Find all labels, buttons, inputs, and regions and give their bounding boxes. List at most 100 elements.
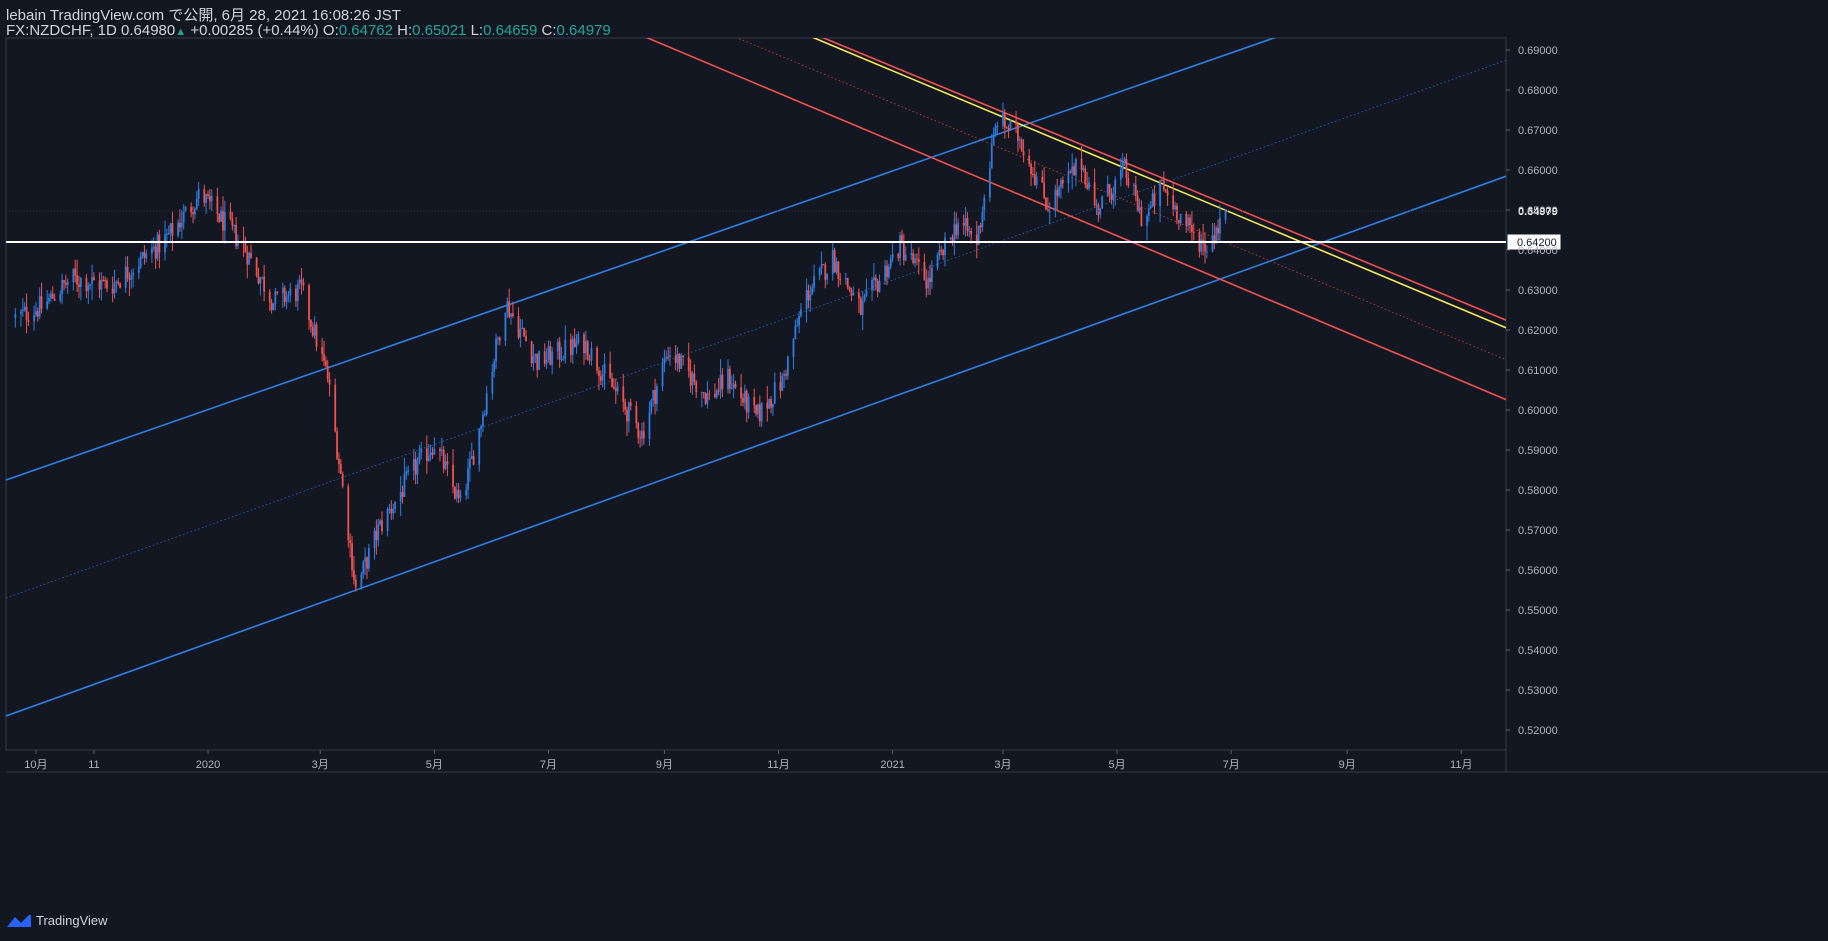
candle-body [1200, 239, 1203, 252]
candle-body [798, 315, 800, 326]
candle-body [1069, 171, 1072, 173]
candle [222, 196, 224, 242]
candle [1114, 176, 1117, 206]
candle-body [207, 194, 209, 196]
candle [392, 503, 395, 520]
footer-brand[interactable]: TradingView [6, 913, 108, 928]
candle-body [938, 249, 941, 256]
candle [311, 322, 314, 338]
candle-body [1147, 208, 1150, 217]
candle [641, 422, 643, 447]
time-tick-label: 3月 [312, 759, 329, 771]
candle-body [642, 431, 645, 439]
candle [353, 556, 355, 585]
candle [367, 543, 370, 572]
candle-body [704, 392, 707, 404]
candle [1190, 210, 1193, 244]
candle-body [141, 252, 144, 256]
candle-body [781, 375, 784, 391]
candle-body [730, 388, 733, 390]
red-channel-mid [736, 38, 1506, 361]
candle-body [1172, 195, 1175, 210]
candle-body [747, 397, 750, 413]
candle-body [401, 492, 404, 497]
candle [874, 274, 877, 291]
candle [538, 350, 540, 371]
candle-body [811, 287, 814, 295]
candle [1136, 190, 1139, 213]
candle [910, 240, 913, 261]
candle-body [1202, 239, 1205, 242]
candle-body [599, 376, 602, 381]
candle [308, 283, 310, 330]
candle [1022, 139, 1025, 163]
candle-body [1028, 155, 1031, 164]
candle [1185, 211, 1188, 233]
candle [164, 220, 166, 261]
candle-body [1043, 182, 1046, 199]
candle [1041, 170, 1044, 183]
candle-body [783, 374, 786, 376]
candle-body [858, 292, 860, 299]
candle-body [588, 359, 591, 361]
candle-body [341, 473, 344, 487]
candle [1061, 176, 1064, 189]
candle [296, 279, 299, 311]
candle [336, 427, 338, 461]
candle-body [994, 126, 997, 135]
candle [171, 211, 174, 251]
candle [927, 270, 930, 295]
candle [289, 282, 292, 303]
candle [648, 401, 651, 446]
candle-body [770, 399, 772, 408]
price-tick-label: 0.56000 [1518, 565, 1558, 577]
candle-body [433, 448, 436, 455]
candle-body [663, 358, 666, 364]
candle-body [1017, 124, 1019, 141]
candle-body [143, 252, 146, 259]
candle [328, 372, 331, 397]
open-value: 0.64762 [338, 22, 393, 39]
candle [521, 319, 524, 330]
symbol-info: FX:NZDCHF, 1D 0.64980▲ +0.00285 (+0.44%)… [6, 22, 611, 39]
candle [966, 211, 969, 237]
candle-body [33, 315, 35, 322]
candle [364, 547, 367, 576]
candle-body [63, 280, 65, 283]
candle-body [1192, 231, 1195, 233]
candle [886, 260, 888, 285]
candle-body [891, 254, 894, 259]
candle [1198, 228, 1201, 258]
candle-body [966, 218, 969, 232]
candle-body [1140, 207, 1143, 227]
candle [1097, 202, 1100, 222]
candle [772, 403, 774, 417]
candle-body [72, 268, 75, 283]
candle-body [465, 489, 468, 496]
candle [562, 355, 565, 361]
candle-body [164, 234, 166, 253]
candle [1002, 102, 1004, 130]
close-value: 0.64979 [556, 22, 611, 39]
candle [229, 202, 232, 221]
candle-body [23, 306, 26, 310]
candle [994, 123, 997, 137]
candle-body [276, 291, 279, 294]
candle-body [1035, 176, 1038, 186]
candle [444, 454, 447, 471]
candle [996, 121, 999, 135]
candle [233, 224, 236, 234]
candle [261, 276, 264, 280]
candle [596, 346, 598, 375]
candle [1146, 213, 1148, 241]
yellow-trendline [812, 38, 1506, 329]
candle [968, 225, 971, 238]
candle-body [530, 341, 533, 364]
candle-body [311, 326, 314, 336]
candle-body [826, 273, 829, 280]
candle [139, 251, 142, 270]
candle-body [981, 212, 984, 228]
candle-body [863, 295, 866, 301]
candle [1020, 137, 1023, 152]
